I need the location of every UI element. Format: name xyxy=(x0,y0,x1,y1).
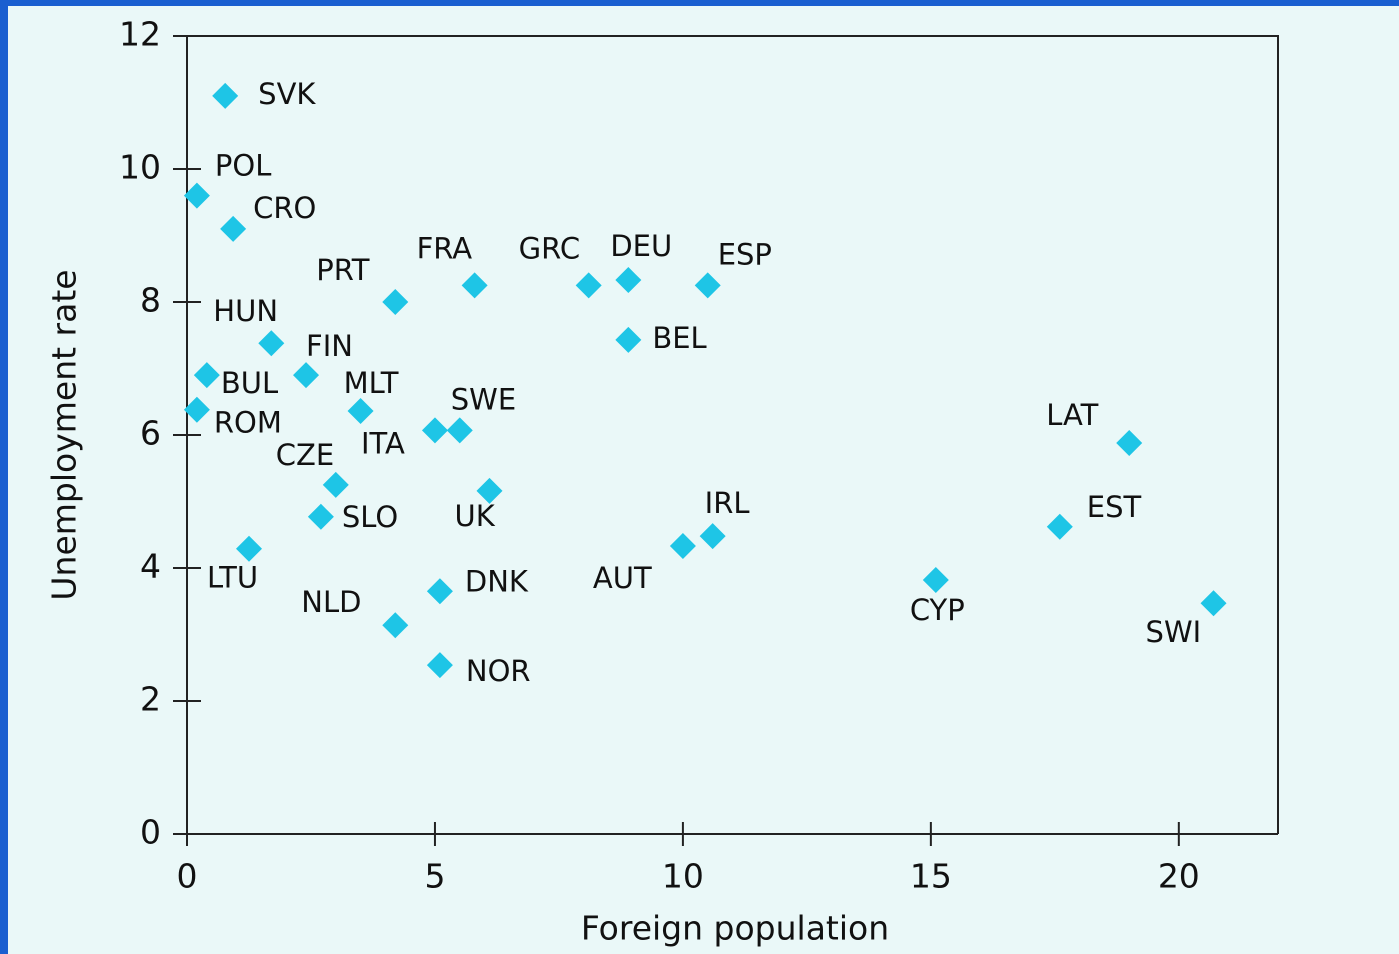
point xyxy=(615,326,642,353)
point xyxy=(212,82,239,109)
point xyxy=(382,612,409,639)
point xyxy=(322,471,349,498)
point-label: DNK xyxy=(465,564,529,598)
point xyxy=(193,362,220,389)
point xyxy=(575,272,602,299)
y-axis-label: Unemployment rate xyxy=(45,269,84,600)
point xyxy=(183,396,210,423)
point-label: EST xyxy=(1087,490,1142,524)
point-label: SWI xyxy=(1146,615,1202,649)
point-label: ESP xyxy=(718,237,772,271)
point-label: LTU xyxy=(207,561,258,595)
point xyxy=(258,330,285,357)
point-label: ITA xyxy=(361,426,405,460)
point-label: AUT xyxy=(593,561,652,595)
point xyxy=(615,267,642,294)
point xyxy=(922,566,949,593)
point xyxy=(446,417,473,444)
point-label: UK xyxy=(455,499,496,533)
x-axis-label: Foreign population xyxy=(581,909,889,948)
point-label: FIN xyxy=(306,329,353,363)
point-label: PRT xyxy=(316,253,370,287)
point xyxy=(421,417,448,444)
point-label: FRA xyxy=(417,231,473,265)
point-label: CYP xyxy=(910,593,965,627)
point xyxy=(476,477,503,504)
point-label: LAT xyxy=(1046,398,1098,432)
x-tick-label: 20 xyxy=(1158,857,1200,896)
y-tick-label: 10 xyxy=(119,148,161,187)
point-label: CZE xyxy=(276,438,334,472)
point-label: CRO xyxy=(253,191,316,225)
point-label: GRC xyxy=(519,231,580,265)
point xyxy=(307,503,334,530)
point-label: SWE xyxy=(451,382,516,416)
point xyxy=(669,533,696,560)
point-label: DEU xyxy=(610,229,672,263)
y-tick-label: 8 xyxy=(140,281,161,320)
slide xyxy=(8,6,1399,954)
point-label: SLO xyxy=(342,500,398,534)
point xyxy=(1116,429,1143,456)
point xyxy=(426,652,453,679)
point-label: NLD xyxy=(301,585,361,619)
point xyxy=(293,362,320,389)
point xyxy=(699,523,726,550)
y-tick-label: 0 xyxy=(140,813,161,852)
point xyxy=(461,272,488,299)
point-label: NOR xyxy=(466,654,531,688)
x-tick-label: 0 xyxy=(177,857,198,896)
point xyxy=(347,398,374,425)
point-label: BUL xyxy=(221,366,278,400)
x-tick-label: 5 xyxy=(424,857,445,896)
plot-frame xyxy=(187,35,1279,834)
point-label: IRL xyxy=(705,486,750,520)
point xyxy=(220,215,247,242)
point xyxy=(426,578,453,605)
x-tick-label: 15 xyxy=(910,857,952,896)
point-label: HUN xyxy=(213,294,278,328)
x-tick-label: 10 xyxy=(662,857,704,896)
point-label: SVK xyxy=(258,77,316,111)
point xyxy=(694,272,721,299)
point-label: BEL xyxy=(652,321,706,355)
point-label: MLT xyxy=(344,366,399,400)
y-tick-label: 2 xyxy=(140,680,161,719)
point xyxy=(235,535,262,562)
point-label: ROM xyxy=(214,406,282,440)
point xyxy=(382,289,409,315)
y-tick-label: 6 xyxy=(140,414,161,453)
point xyxy=(183,182,210,209)
point-label: POL xyxy=(215,149,271,183)
y-tick-label: 4 xyxy=(140,547,161,586)
point xyxy=(1046,513,1073,540)
point xyxy=(1200,590,1227,617)
y-tick-label: 12 xyxy=(119,15,161,54)
